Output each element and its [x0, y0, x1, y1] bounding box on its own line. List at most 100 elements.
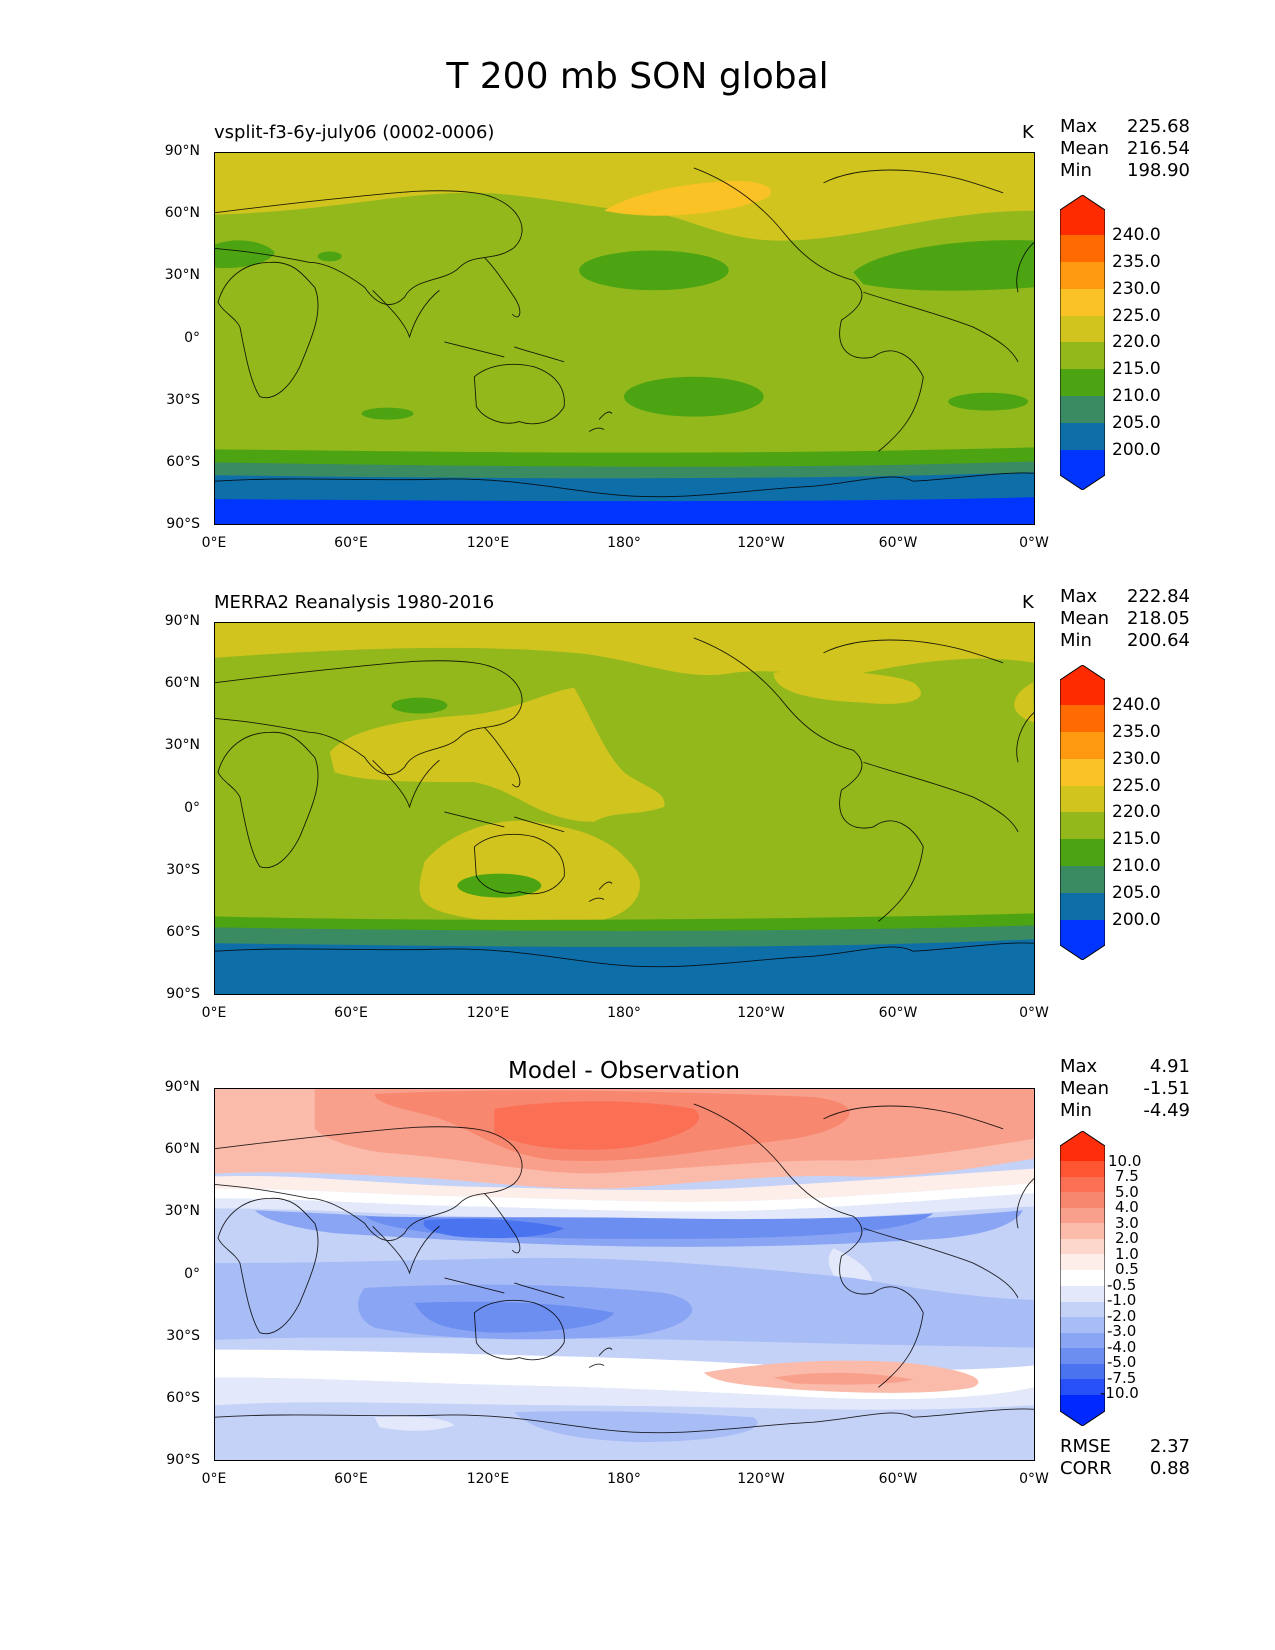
x-tick-label: 120°E: [466, 535, 510, 551]
y-tick-label: 30°N: [164, 267, 200, 283]
y-tick-label: 60°S: [166, 924, 200, 940]
max-value: 4.91: [1149, 1056, 1190, 1077]
colorbar-label: 230.0: [1112, 749, 1161, 769]
max-label: Max: [1060, 586, 1098, 607]
panel-title: Model - Observation: [507, 1058, 741, 1084]
colorbar-label: 240.0: [1112, 695, 1161, 715]
stats-box: Max 225.68 Mean 216.54 Min 198.90: [1060, 116, 1190, 182]
x-tick-label: 120°E: [466, 1005, 510, 1021]
x-tick-label: 0°W: [1019, 535, 1049, 551]
y-tick-label: 0°: [184, 1266, 200, 1282]
y-tick-label: 90°S: [166, 516, 200, 532]
colorbar-label: 240.0: [1112, 225, 1161, 245]
colorbar-label: 5.0: [1115, 1183, 1139, 1201]
panel-title: vsplit-f3-6y-july06 (0002-0006): [214, 122, 495, 143]
max-label: Max: [1060, 1056, 1098, 1077]
colorbar-label: 1.0: [1115, 1245, 1139, 1263]
colorbar-label: -0.5: [1107, 1276, 1137, 1294]
y-tick-label: 60°S: [166, 454, 200, 470]
max-label: Max: [1060, 116, 1098, 137]
mean-label: Mean: [1060, 1078, 1110, 1099]
colorbar-label: 205.0: [1112, 883, 1161, 903]
panel-model: vsplit-f3-6y-july06 (0002-0006) K Max 225…: [0, 110, 1275, 570]
error-metrics-box: RMSE 2.37 CORR 0.88: [1060, 1436, 1190, 1480]
colorbar-label: 205.0: [1112, 413, 1161, 433]
y-tick-label: 30°S: [166, 862, 200, 878]
colorbar-label: 235.0: [1112, 252, 1161, 272]
max-value: 225.68: [1127, 116, 1190, 137]
y-tick-label: 60°N: [164, 1141, 200, 1157]
colorbar-label: -7.5: [1107, 1369, 1137, 1387]
colorbar-label: -2.0: [1107, 1307, 1137, 1325]
colorbar-label: -4.0: [1107, 1338, 1137, 1356]
stats-box: Max 4.91 Mean -1.51 Min -4.49: [1060, 1056, 1190, 1122]
colorbar-label: 215.0: [1112, 359, 1161, 379]
colorbar-label: -3.0: [1107, 1322, 1137, 1340]
mean-value: 216.54: [1127, 138, 1190, 159]
colorbar-label: 10.0: [1108, 1152, 1142, 1170]
temperature-field-map: [215, 153, 1034, 524]
mean-value: 218.05: [1127, 608, 1190, 629]
colorbar-label: -5.0: [1107, 1353, 1137, 1371]
x-tick-label: 0°E: [201, 1005, 227, 1021]
colorbar-swatches: [1060, 195, 1105, 490]
y-tick-label: 90°N: [164, 143, 200, 159]
mean-label: Mean: [1060, 138, 1110, 159]
colorbar-label: 7.5: [1115, 1167, 1139, 1185]
map-plot: [214, 622, 1035, 995]
y-tick-label: 30°N: [164, 1203, 200, 1219]
colorbar-label: 235.0: [1112, 722, 1161, 742]
y-tick-label: 90°S: [166, 1452, 200, 1468]
min-label: Min: [1060, 630, 1092, 651]
colorbar-label: 210.0: [1112, 856, 1161, 876]
figure-title: T 200 mb SON global: [446, 56, 829, 97]
rmse-value: 2.37: [1149, 1436, 1190, 1457]
colorbar-label: 225.0: [1112, 776, 1161, 796]
min-value: -4.49: [1143, 1100, 1190, 1121]
colorbar: [1060, 195, 1105, 490]
units-label: K: [1022, 592, 1034, 613]
colorbar: [1060, 665, 1105, 960]
colorbar-label: 220.0: [1112, 332, 1161, 352]
mean-label: Mean: [1060, 608, 1110, 629]
colorbar-label: -10.0: [1100, 1384, 1139, 1402]
x-tick-label: 120°W: [737, 1471, 785, 1487]
colorbar-label: -1.0: [1107, 1291, 1137, 1309]
x-tick-label: 60°E: [334, 535, 368, 551]
y-tick-label: 30°N: [164, 737, 200, 753]
max-value: 222.84: [1127, 586, 1190, 607]
y-tick-label: 90°N: [164, 613, 200, 629]
corr-value: 0.88: [1149, 1458, 1190, 1479]
x-tick-label: 60°W: [878, 1005, 918, 1021]
colorbar: [1060, 1131, 1105, 1426]
colorbar-swatches: [1060, 665, 1105, 960]
colorbar-label: 3.0: [1115, 1214, 1139, 1232]
colorbar-label: 4.0: [1115, 1198, 1139, 1216]
temperature-field-map: [215, 623, 1034, 994]
y-tick-label: 60°N: [164, 205, 200, 221]
colorbar-label: 230.0: [1112, 279, 1161, 299]
x-tick-label: 60°W: [878, 1471, 918, 1487]
min-label: Min: [1060, 1100, 1092, 1121]
panel-observation: MERRA2 Reanalysis 1980-2016 K Max 222.84 …: [0, 580, 1275, 1040]
y-tick-label: 60°N: [164, 675, 200, 691]
mean-value: -1.51: [1143, 1078, 1190, 1099]
stats-box: Max 222.84 Mean 218.05 Min 200.64: [1060, 586, 1190, 652]
x-tick-label: 120°W: [737, 535, 785, 551]
y-tick-label: 90°N: [164, 1079, 200, 1095]
x-tick-label: 120°E: [466, 1471, 510, 1487]
y-tick-label: 30°S: [166, 392, 200, 408]
colorbar-label: 200.0: [1112, 440, 1161, 460]
x-tick-label: 60°W: [878, 535, 918, 551]
map-plot: [214, 1088, 1035, 1461]
x-tick-label: 120°W: [737, 1005, 785, 1021]
colorbar-label: 220.0: [1112, 802, 1161, 822]
panel-title: MERRA2 Reanalysis 1980-2016: [214, 592, 495, 613]
x-tick-label: 180°: [607, 535, 641, 551]
difference-field-map: [215, 1089, 1034, 1460]
x-tick-label: 0°W: [1019, 1005, 1049, 1021]
colorbar-label: 0.5: [1115, 1260, 1139, 1278]
x-tick-label: 0°W: [1019, 1471, 1049, 1487]
y-tick-label: 60°S: [166, 1390, 200, 1406]
map-plot: [214, 152, 1035, 525]
